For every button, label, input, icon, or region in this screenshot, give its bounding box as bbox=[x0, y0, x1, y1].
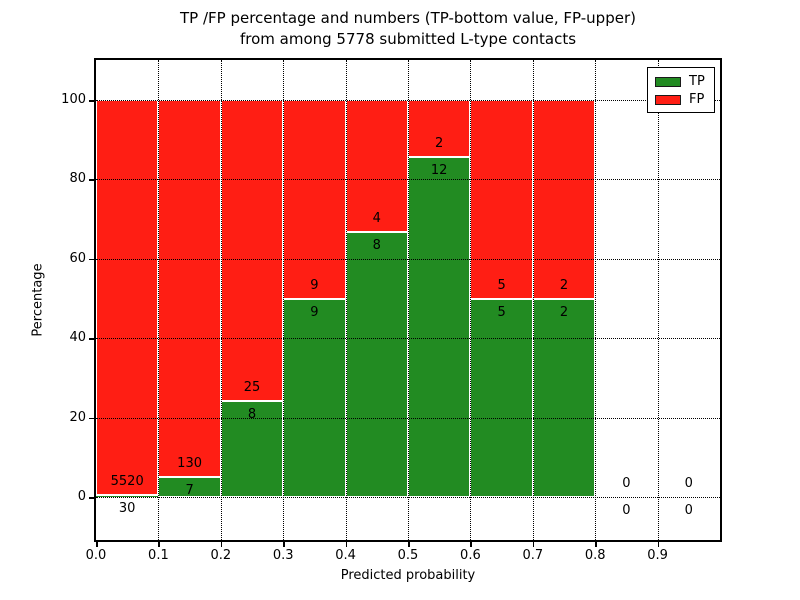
y-tick-label: 0 bbox=[77, 489, 86, 504]
gridline-vertical bbox=[470, 60, 472, 540]
legend-label: FP bbox=[689, 92, 705, 107]
y-tick-label: 20 bbox=[69, 409, 86, 425]
tp-count-label: 30 bbox=[118, 500, 136, 516]
y-tick-mark bbox=[89, 338, 94, 340]
bar-tp-segment bbox=[220, 400, 284, 497]
y-tick-mark bbox=[89, 417, 94, 420]
gridline-vertical bbox=[283, 60, 285, 540]
x-tick-mark bbox=[408, 542, 410, 547]
gridline-vertical bbox=[657, 60, 659, 540]
x-tick-mark bbox=[657, 542, 660, 547]
y-axis-label: Percentage bbox=[30, 263, 46, 337]
x-tick-mark bbox=[595, 542, 597, 547]
gridline-vertical bbox=[220, 60, 222, 540]
bar-tp-segment bbox=[345, 232, 408, 497]
bar-fp-segment bbox=[220, 100, 284, 401]
tp-color-swatch bbox=[655, 77, 681, 87]
x-tick-label: 0.2 bbox=[210, 548, 232, 563]
x-tick-label: 0.4 bbox=[335, 548, 356, 563]
gridline-vertical bbox=[345, 60, 347, 540]
x-tick-mark bbox=[345, 542, 348, 547]
tp-count-label: 7 bbox=[185, 482, 194, 498]
bar-tp-segment bbox=[408, 156, 471, 497]
y-tick-label: 40 bbox=[69, 330, 86, 346]
bar-fp-segment bbox=[158, 100, 221, 477]
bar-tp-segment bbox=[283, 298, 346, 497]
tp-count-label: 0 bbox=[622, 503, 631, 518]
x-tick-mark bbox=[158, 542, 160, 547]
gridline-vertical bbox=[408, 60, 409, 540]
bar-fp-segment bbox=[470, 100, 533, 299]
fp-count-label: 2 bbox=[435, 135, 444, 151]
x-tick-mark bbox=[470, 542, 472, 547]
x-tick-label: 0.5 bbox=[397, 548, 419, 563]
bar-fp-segment bbox=[96, 100, 159, 495]
y-tick-label: 60 bbox=[69, 250, 86, 266]
x-tick-label: 0.7 bbox=[522, 548, 544, 563]
tp-count-label: 9 bbox=[310, 304, 319, 320]
tp-count-label: 2 bbox=[559, 304, 569, 320]
fp-count-label: 4 bbox=[372, 211, 381, 227]
x-tick-mark bbox=[283, 542, 285, 547]
bar-fp-segment bbox=[283, 100, 346, 299]
bar-tp-segment bbox=[532, 298, 596, 497]
chart-title-line1: TP /FP percentage and numbers (TP-bottom… bbox=[180, 9, 636, 27]
bar-tp-segment bbox=[96, 494, 159, 497]
fp-count-label: 5520 bbox=[110, 473, 144, 489]
y-tick-mark bbox=[89, 179, 94, 181]
tp-count-label: 8 bbox=[247, 406, 257, 422]
bar-tp-segment bbox=[470, 298, 533, 497]
x-axis-label: Predicted probability bbox=[340, 568, 476, 583]
fp-color-swatch bbox=[655, 95, 681, 105]
chart-title-line2: from among 5778 submitted L-type contact… bbox=[239, 30, 577, 48]
x-tick-label: 0.9 bbox=[647, 548, 668, 563]
legend-item-fp: FP bbox=[648, 91, 714, 109]
plot-area: 5520 30 130 7 25 8 9 9 4 8 2 12 5 5 2 2 0 0 0 0 bbox=[96, 60, 720, 540]
legend-label: TP bbox=[689, 74, 705, 89]
gridline-vertical bbox=[158, 60, 160, 540]
tp-count-label: 12 bbox=[430, 162, 448, 178]
legend-item-tp: TP bbox=[648, 73, 714, 91]
fp-count-label: 0 bbox=[684, 476, 693, 491]
tp-count-label: 8 bbox=[372, 238, 381, 254]
y-tick-mark bbox=[89, 497, 94, 499]
fp-count-label: 130 bbox=[177, 455, 203, 471]
x-tick-mark bbox=[220, 542, 223, 547]
y-tick-label: 100 bbox=[61, 92, 86, 107]
tp-count-label: 5 bbox=[497, 304, 506, 320]
fp-count-label: 25 bbox=[243, 379, 261, 395]
fp-count-label: 2 bbox=[559, 277, 569, 293]
x-tick-label: 0.1 bbox=[148, 548, 169, 563]
y-tick-label: 80 bbox=[69, 171, 86, 187]
legend: TP FP bbox=[647, 67, 715, 113]
y-tick-mark bbox=[89, 258, 94, 261]
fp-count-label: 5 bbox=[497, 277, 506, 293]
x-tick-mark bbox=[532, 542, 535, 547]
fp-count-label: 0 bbox=[622, 476, 631, 491]
y-tick-mark bbox=[89, 100, 94, 102]
x-tick-label: 0.3 bbox=[272, 548, 294, 563]
x-tick-label: 0.0 bbox=[85, 548, 107, 563]
gridline-vertical bbox=[595, 60, 597, 540]
fp-count-label: 9 bbox=[310, 277, 319, 293]
x-tick-mark bbox=[96, 542, 98, 547]
x-tick-label: 0.6 bbox=[460, 548, 481, 563]
x-tick-label: 0.8 bbox=[584, 548, 606, 563]
bar-fp-segment bbox=[532, 100, 596, 299]
tp-count-label: 0 bbox=[684, 503, 693, 518]
gridline-vertical bbox=[532, 60, 534, 540]
